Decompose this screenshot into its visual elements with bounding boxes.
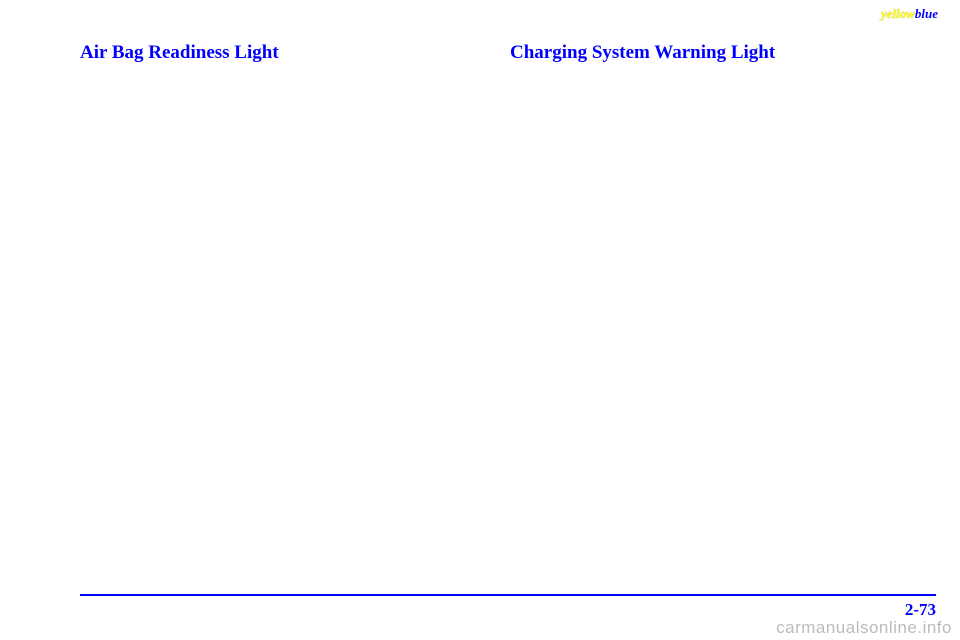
watermark: carmanualsonline.info (776, 618, 952, 638)
page-number: 2-73 (905, 600, 936, 620)
left-section-heading: Air Bag Readiness Light (80, 42, 450, 64)
header-brand-label: yellowblue (881, 6, 938, 22)
right-column: Charging System Warning Light (510, 42, 880, 76)
footer-divider (80, 594, 936, 596)
header-yellow-text: yellow (881, 6, 915, 21)
header-blue-text: blue (915, 6, 938, 21)
content-area: Air Bag Readiness Light Charging System … (0, 0, 960, 76)
left-column: Air Bag Readiness Light (80, 42, 450, 76)
right-section-heading: Charging System Warning Light (510, 42, 880, 64)
